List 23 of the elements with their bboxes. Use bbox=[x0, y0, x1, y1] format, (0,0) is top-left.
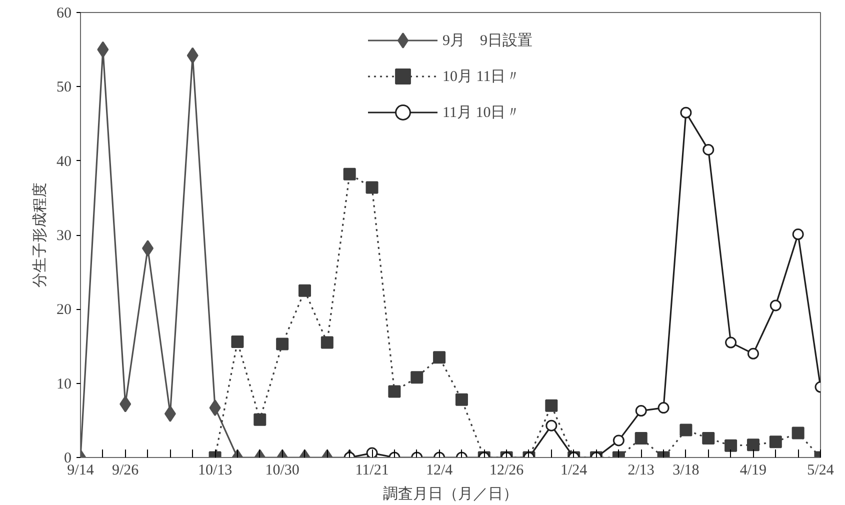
y-tick-label: 10 bbox=[56, 376, 72, 392]
x-tick-label: 10/30 bbox=[265, 462, 300, 478]
x-tick-label: 2/13 bbox=[628, 462, 654, 478]
x-axis-title: 調査月日（月／日） bbox=[383, 486, 518, 502]
x-tick-label: 1/24 bbox=[560, 462, 588, 478]
x-tick-label: 11/21 bbox=[355, 462, 389, 478]
x-tick-label: 3/18 bbox=[672, 462, 700, 478]
x-tick-label: 9/14 bbox=[67, 462, 94, 478]
x-tick-label: 4/19 bbox=[740, 462, 767, 478]
x-tick-label: 12/26 bbox=[489, 462, 524, 478]
y-tick-label: 60 bbox=[56, 6, 72, 22]
y-tick-label: 50 bbox=[56, 80, 72, 96]
legend-label: 9月 9日設置 bbox=[442, 32, 532, 50]
legend-label: 11月 10日〃 bbox=[442, 104, 521, 122]
x-tick-label: 5/24 bbox=[807, 462, 834, 478]
y-tick-label: 40 bbox=[56, 154, 72, 170]
legend-label: 10月 11日〃 bbox=[442, 68, 521, 86]
y-axis-title: 分生子形成程度 bbox=[32, 182, 48, 288]
x-tick-label: 12/4 bbox=[426, 462, 454, 478]
x-tick-label: 9/26 bbox=[112, 462, 140, 478]
y-tick-label: 20 bbox=[56, 302, 72, 318]
x-tick-label: 10/13 bbox=[198, 462, 232, 478]
y-tick-label: 30 bbox=[56, 228, 72, 244]
